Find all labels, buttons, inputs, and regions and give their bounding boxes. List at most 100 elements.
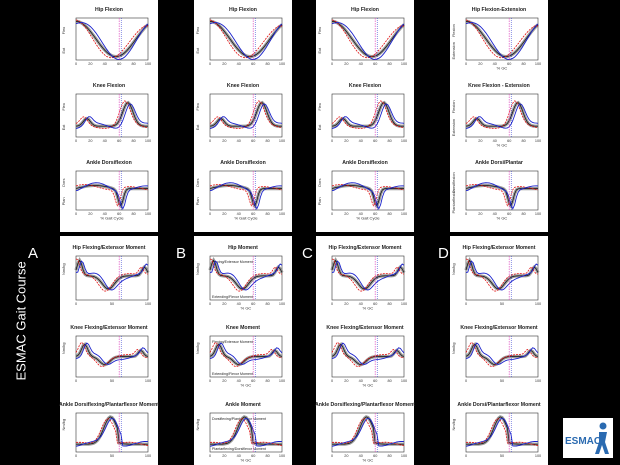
chart-3: Hip Flexion Flex Ext 0 20 40 60 80 100 [195, 7, 285, 66]
x-tick-label: 40 [237, 62, 241, 66]
x-tick-label: 40 [103, 139, 107, 143]
x-tick-label: 100 [279, 379, 285, 383]
chart-2: Ankle Dorsiflexion Dors Plan 0 20 40 60 80 100 % … [61, 160, 151, 221]
x-tick-label: 0 [209, 139, 211, 143]
series-blue [209, 417, 283, 447]
plot-frame [465, 335, 539, 378]
x-tick-label: 40 [237, 139, 241, 143]
x-tick-label: 80 [521, 212, 525, 216]
y-label-bottom: Plan [317, 197, 322, 205]
normal-band [209, 100, 282, 128]
y-label-top: Flex [195, 103, 200, 111]
x-tick-label: 0 [209, 454, 211, 458]
normal-mean-line [209, 185, 282, 207]
x-tick-label: 60 [251, 302, 255, 306]
series-blue [209, 260, 283, 291]
series-blue [75, 22, 149, 60]
x-tick-label: 80 [265, 379, 269, 383]
series-red [465, 258, 539, 292]
x-tick-label: 100 [401, 139, 407, 143]
x-tick-label: 0 [75, 212, 77, 216]
x-tick-label: 60 [373, 62, 377, 66]
chart-14: Ankle Dorsiflexing/Plantarflexor Moment N… [59, 402, 159, 458]
series-blue [75, 103, 149, 129]
x-axis-label: % Gait Cycle [356, 216, 380, 221]
chart-7: Knee Flexion Flex Ext 0 20 40 60 80 100 [317, 83, 407, 143]
annotation-top: Flexing/Extensor Moment [212, 340, 253, 344]
x-tick-label: 0 [331, 139, 333, 143]
x-tick-label: 20 [222, 302, 226, 306]
chart-title: Ankle Dorsi/Plantar [475, 160, 523, 166]
chart-title: Hip Flexing/Extensor Moment [329, 245, 402, 251]
series-blue [465, 417, 539, 447]
y-label-top: Nm/kg [61, 343, 66, 355]
chart-12: Hip Flexing/Extensor Moment Nm/kg 0 50 100 [61, 245, 151, 306]
x-tick-label: 40 [359, 62, 363, 66]
x-tick-label: 80 [521, 62, 525, 66]
series-blue [465, 182, 539, 210]
x-tick-label: 20 [222, 454, 226, 458]
y-label-top: Nm/kg [451, 419, 456, 431]
x-tick-label: 100 [279, 212, 285, 216]
x-axis-label: % GC [363, 306, 374, 311]
chart-title: Hip Moment [228, 245, 258, 251]
chart-9: Hip Flexion-Extension Flexion Extension 0 20… [451, 7, 541, 71]
chart-19: Knee Flexing/Extensor Moment 0 20 40 60 80 100… [326, 325, 407, 388]
y-label-top: Nm/kg [195, 419, 200, 431]
x-tick-label: 20 [344, 62, 348, 66]
y-label-top: Dors [195, 178, 200, 186]
chart-title: Hip Flexing/Extensor Moment [73, 245, 146, 251]
series-blue [331, 182, 405, 210]
chart-10: Knee Flexion - Extension Flexion Extension… [451, 83, 541, 148]
x-tick-label: 100 [145, 212, 151, 216]
normal-mean-line [331, 259, 405, 290]
x-tick-label: 100 [401, 212, 407, 216]
logo-text: ESMAC [565, 436, 601, 447]
plot-frame [209, 335, 283, 378]
x-tick-label: 0 [209, 302, 211, 306]
chart-15: Hip Moment Nm/kg 0 20 40 60 80 100 % GC Flexing/E… [195, 245, 285, 311]
x-tick-label: 60 [117, 62, 121, 66]
y-label-top: Nm/kg [61, 263, 66, 275]
x-tick-label: 100 [535, 379, 541, 383]
x-tick-label: 100 [279, 454, 285, 458]
x-tick-label: 0 [465, 454, 467, 458]
x-tick-label: 100 [145, 62, 151, 66]
series-blue [331, 342, 405, 365]
x-tick-label: 0 [331, 62, 333, 66]
x-tick-label: 80 [387, 212, 391, 216]
chart-title: Hip Flexion [95, 7, 123, 13]
x-tick-label: 60 [507, 139, 511, 143]
chart-title: Knee Flexing/Extensor Moment [70, 325, 148, 331]
y-label-bottom: Ext [317, 124, 322, 131]
x-axis-label: % GC [497, 216, 508, 221]
esmac-logo: ESMAC [563, 418, 613, 458]
chart-title: Hip Flexion-Extension [472, 7, 526, 13]
x-tick-label: 60 [373, 454, 377, 458]
x-tick-label: 60 [373, 302, 377, 306]
chart-title: Hip Flexion [351, 7, 379, 13]
plot-frame [209, 17, 283, 61]
x-tick-label: 80 [387, 62, 391, 66]
x-tick-label: 100 [535, 302, 541, 306]
x-axis-label: % GC [497, 66, 508, 71]
x-tick-label: 80 [387, 379, 391, 383]
y-label-top: Flex [317, 103, 322, 111]
series-blue [465, 260, 539, 291]
x-tick-label: 20 [88, 62, 92, 66]
x-tick-label: 20 [222, 139, 226, 143]
x-tick-label: 40 [359, 302, 363, 306]
x-tick-label: 40 [237, 212, 241, 216]
series-red [209, 341, 283, 367]
annotation-top: Dorsiflexing/Plantarflexor Moment [212, 417, 266, 421]
plot-frame [331, 335, 405, 378]
x-tick-label: 50 [500, 454, 504, 458]
x-axis-label: % GC [497, 143, 508, 148]
plot-frame [465, 170, 539, 211]
x-tick-label: 100 [535, 62, 541, 66]
y-label-top: Nm/kg [61, 419, 66, 431]
chart-title: Knee Flexion [349, 83, 381, 89]
x-tick-label: 100 [535, 454, 541, 458]
plot-frame [331, 170, 405, 211]
